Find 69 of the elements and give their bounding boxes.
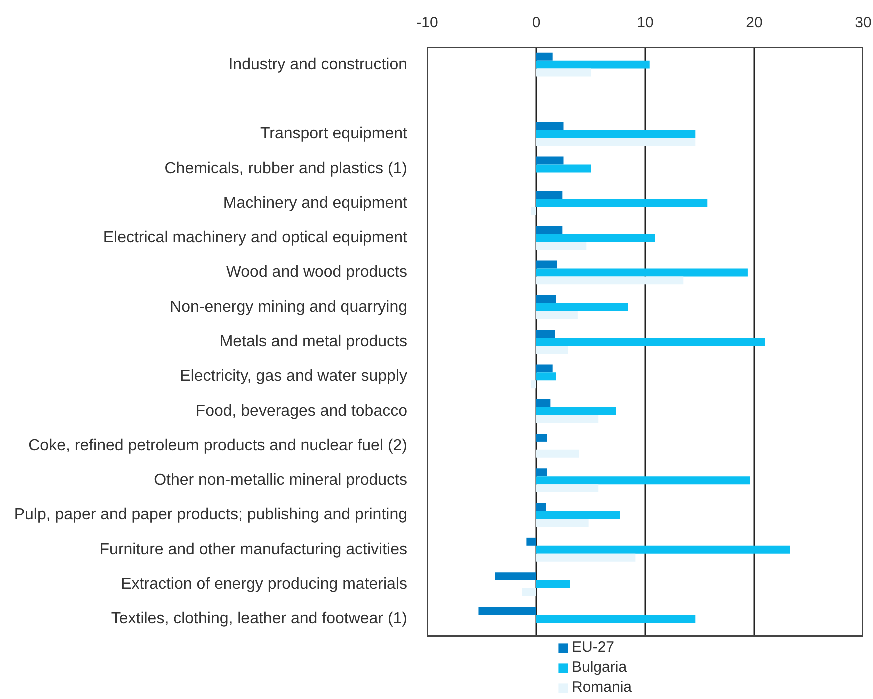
bar [536,138,696,146]
bar [536,503,546,512]
bar [536,164,591,173]
bar [536,156,564,165]
bar [536,372,556,381]
bar [536,364,553,373]
bar [536,346,568,354]
y-tick-label: Chemicals, rubber and plastics (1) [164,160,408,178]
bar [536,260,558,269]
bar [536,60,650,69]
bar [536,511,620,520]
bar [536,234,656,242]
bar [522,588,536,596]
y-tick-label: Extraction of energy producing materials [121,576,408,594]
y-tick-label: Transport equipment [260,126,408,143]
bar [536,468,548,477]
bar [536,450,580,458]
bar [536,415,599,424]
y-tick-label: Electrical machinery and optical equipment [103,230,408,247]
y-tick-label: Industry and construction [228,56,408,74]
bar [526,538,536,546]
bar [536,399,551,408]
bar [495,572,536,581]
bar [536,338,766,346]
bar [536,434,548,442]
y-tick-label: Machinery and equipment [223,194,408,212]
x-tick-label: -10 [416,14,438,32]
bar [536,122,564,130]
bar [536,580,570,589]
bar [536,519,589,528]
bar [536,276,684,285]
bar [536,268,748,277]
y-tick-label: Metals and metal products [220,334,408,350]
bar [536,199,708,208]
bar [536,68,591,77]
x-tick-label: 20 [746,14,763,32]
bar [536,484,599,493]
bar [536,476,750,485]
bar [536,52,553,61]
bar [536,303,628,312]
y-tick-label: Textiles, clothing, leather and footwear (1) [111,610,408,628]
bar [536,311,578,320]
x-tick-label: 10 [637,14,654,32]
y-tick-label: Non-energy mining and quarrying [170,298,408,316]
y-tick-label: Electricity, gas and water supply [180,368,408,386]
y-tick-label: Other non-metallic mineral products [154,472,408,490]
bar [536,615,696,624]
bar [536,242,587,250]
x-tick-label: 30 [855,14,872,32]
y-tick-label: Furniture and other manufacturing activities [100,541,408,558]
bar [531,207,536,216]
bar [536,295,556,304]
legend-label: EU-27 [572,639,615,656]
y-tick-label: Food, beverages and tobacco [196,402,408,420]
bar [531,380,536,389]
bar [536,226,563,234]
legend-label: Bulgaria [572,659,628,676]
bar [478,607,536,616]
bar [536,130,696,138]
y-tick-label: Wood and wood products [226,264,408,282]
bar [536,407,616,416]
bar [536,554,636,562]
x-tick-label: 0 [532,14,541,32]
bar [536,191,563,200]
bar [536,330,556,338]
bar [536,546,790,554]
legend-label: Romania [572,679,632,696]
y-tick-label: Pulp, paper and paper products; publishing and printing [14,506,408,524]
y-tick-label: Coke, refined petroleum products and nuclear fuel (2) [28,437,408,454]
